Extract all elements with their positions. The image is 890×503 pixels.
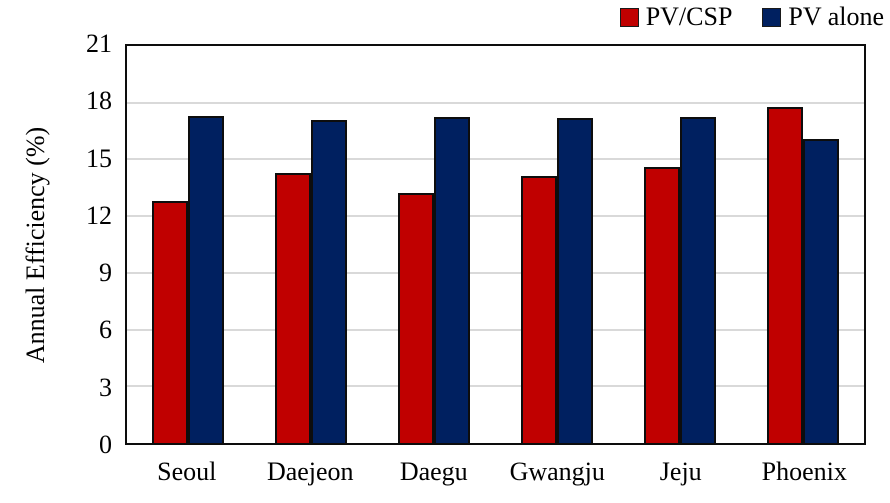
- y-tick-label-3: 3: [99, 372, 112, 402]
- y-tick-label-18: 18: [86, 86, 112, 116]
- bar-pv-alone-daegu: [434, 116, 471, 443]
- bar-group-phoenix: [741, 46, 864, 443]
- bar-pv-csp-daejeon: [275, 172, 312, 443]
- y-axis-title-text: Annual Efficiency (%): [21, 126, 50, 363]
- legend-swatch-pv-csp: [619, 7, 639, 27]
- x-axis-label-daejeon: Daejeon: [266, 457, 354, 486]
- y-tick-label-6: 6: [99, 315, 112, 345]
- gridline-12: [127, 215, 864, 218]
- bar-pv-csp-phoenix: [766, 106, 803, 443]
- x-axis-label-jeju: Jeju: [659, 457, 702, 486]
- gridline-15: [127, 158, 864, 161]
- bar-group-jeju: [618, 46, 741, 443]
- y-tick-label-12: 12: [86, 200, 112, 230]
- gridline-6: [127, 328, 864, 331]
- y-tick-label-9: 9: [99, 258, 112, 288]
- bar-pv-csp-daegu: [398, 193, 435, 443]
- bar-pv-csp-jeju: [643, 167, 680, 443]
- bar-pv-alone-gwangju: [556, 117, 593, 443]
- plot-area: [125, 44, 866, 445]
- x-axis-label-phoenix: Phoenix: [761, 457, 847, 486]
- bar-groups: [127, 46, 864, 443]
- legend: PV/CSP PV alone: [619, 2, 884, 32]
- legend-label-pv-alone: PV alone: [788, 2, 884, 31]
- bar-pv-alone-daejeon: [311, 119, 348, 443]
- y-tick-label-0: 0: [99, 430, 112, 459]
- legend-item-pv-csp: PV/CSP: [619, 2, 733, 32]
- bar-pv-csp-gwangju: [520, 176, 557, 443]
- bar-pv-alone-phoenix: [802, 138, 839, 443]
- bar-group-daegu: [373, 46, 496, 443]
- bar-pv-csp-seoul: [152, 201, 189, 443]
- y-axis-title: Annual Efficiency (%): [14, 44, 58, 445]
- gridline-18: [127, 101, 864, 104]
- x-axis-label-gwangju: Gwangju: [509, 457, 605, 486]
- y-tick-label-21: 21: [86, 29, 112, 58]
- bar-group-gwangju: [495, 46, 618, 443]
- bar-group-seoul: [127, 46, 250, 443]
- gridline-3: [127, 385, 864, 388]
- bar-group-daejeon: [250, 46, 373, 443]
- x-axis-label-daegu: Daegu: [399, 457, 468, 486]
- x-axis-label-seoul: Seoul: [157, 457, 217, 486]
- y-tick-label-15: 15: [86, 143, 112, 173]
- gridline-9: [127, 271, 864, 274]
- legend-label-pv-csp: PV/CSP: [645, 2, 733, 31]
- legend-swatch-pv-alone: [762, 7, 782, 27]
- legend-item-pv-alone: PV alone: [762, 2, 884, 32]
- x-axis-labels: Seoul Daejeon Daegu Gwangju Jeju Phoenix: [125, 456, 866, 488]
- bar-pv-alone-seoul: [188, 115, 225, 443]
- bar-pv-alone-jeju: [679, 116, 716, 443]
